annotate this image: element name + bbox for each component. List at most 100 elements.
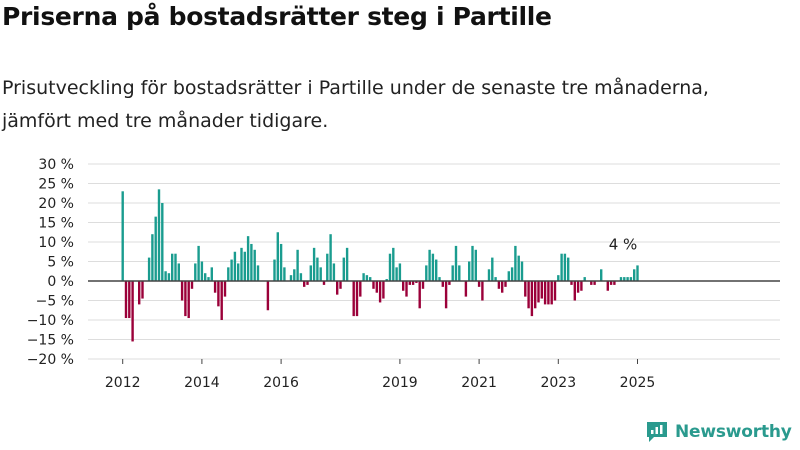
bar [293, 269, 296, 281]
x-tick-label: 2016 [263, 375, 299, 391]
bar [405, 281, 408, 297]
bar [230, 259, 233, 281]
x-tick-label: 2019 [382, 375, 418, 391]
bar [369, 277, 372, 281]
bar [359, 281, 362, 297]
bar [365, 275, 369, 281]
bar [537, 281, 540, 303]
bar [342, 257, 345, 281]
bar [451, 265, 454, 281]
bar [299, 273, 303, 281]
bar [431, 253, 435, 281]
bar [570, 281, 573, 285]
bar [507, 271, 510, 281]
bar [336, 281, 339, 295]
bar [428, 249, 431, 281]
bar [438, 277, 441, 281]
x-tick-label: 2021 [461, 375, 497, 391]
bar [425, 265, 428, 281]
bar [534, 281, 537, 309]
bar [157, 189, 161, 281]
y-tick-label: 0 % [47, 274, 74, 290]
bar [395, 267, 398, 281]
bar [448, 281, 451, 285]
bar [326, 253, 329, 281]
bar [171, 253, 174, 281]
bar [576, 281, 580, 293]
bar [266, 281, 270, 311]
bar [352, 281, 355, 317]
bar [319, 267, 322, 281]
bar [164, 271, 167, 281]
bar [362, 273, 365, 281]
bar [154, 216, 157, 281]
bar [408, 281, 411, 285]
bar [316, 257, 319, 281]
bar [167, 273, 171, 281]
chart-subtitle: Prisutveckling för bostadsrätter i Parti… [2, 77, 709, 132]
bar [626, 277, 629, 281]
bar [563, 253, 567, 281]
newsworthy-logo-icon [647, 422, 667, 442]
bar [372, 281, 375, 289]
bar [491, 257, 494, 281]
bar [613, 281, 616, 285]
y-tick-label: −5 % [36, 294, 74, 310]
bar [220, 281, 223, 320]
brand: Newsworthy [645, 420, 792, 444]
bar [375, 281, 378, 293]
bar [256, 265, 260, 281]
bar [504, 281, 507, 287]
bar [309, 265, 312, 281]
bar [497, 281, 501, 289]
bar [184, 281, 187, 317]
bar [402, 281, 405, 291]
bar [174, 253, 177, 281]
bar [510, 267, 514, 281]
bar [161, 203, 164, 281]
bar [481, 281, 484, 301]
bar [392, 247, 395, 281]
bar [583, 277, 586, 281]
bar [296, 249, 299, 281]
y-tick-label: 25 % [38, 177, 74, 193]
bar [200, 261, 204, 281]
bar [240, 247, 243, 281]
bar [217, 281, 220, 307]
bar [458, 265, 461, 281]
bar [190, 281, 194, 289]
y-tick-label: 10 % [38, 235, 74, 251]
bar [339, 281, 342, 289]
bar [345, 247, 349, 281]
bar [547, 281, 550, 305]
y-tick-label: 5 % [47, 255, 74, 271]
bar [283, 267, 286, 281]
bar [421, 281, 425, 289]
bar [322, 281, 326, 285]
bar [435, 259, 438, 281]
bar [550, 281, 553, 305]
bar [121, 191, 124, 281]
bar [210, 267, 213, 281]
bar [474, 249, 477, 281]
chart-title: Priserna på bostadsrätter steg i Partill… [2, 2, 552, 31]
bar [378, 281, 382, 303]
bar [580, 281, 583, 291]
bar [227, 267, 230, 281]
bar [557, 275, 560, 281]
bar [233, 251, 237, 281]
bar [501, 281, 504, 293]
bar [520, 261, 524, 281]
bar [444, 281, 448, 309]
bar [388, 253, 392, 281]
bar [477, 281, 481, 287]
bar [464, 281, 468, 297]
bar [398, 263, 402, 281]
bar [250, 243, 253, 281]
bar [606, 281, 609, 291]
bar [494, 277, 497, 281]
y-tick-label: −20 % [27, 352, 74, 368]
bar [246, 236, 250, 281]
y-tick-label: 30 % [38, 157, 74, 173]
bar [237, 263, 240, 281]
